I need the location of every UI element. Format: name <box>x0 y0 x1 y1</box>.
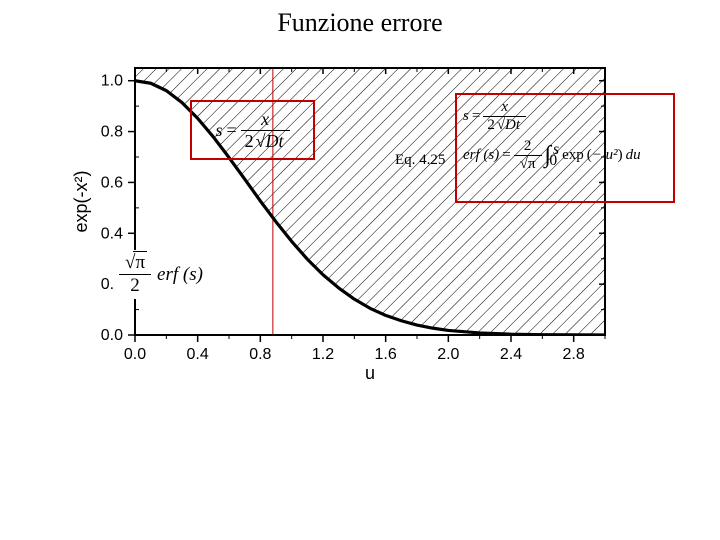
sqrt-icon: Dt <box>254 131 286 152</box>
frac-den-2: 2 <box>119 275 151 297</box>
sqrt-pi-icon: π <box>518 156 538 173</box>
svg-text:exp(-x²): exp(-x²) <box>71 171 91 233</box>
equals-icon-r: = <box>472 108 480 125</box>
eq-label: Eq. 4.25 <box>395 152 445 169</box>
erf-text-2: erf (s) <box>157 264 203 286</box>
exp-text: exp <box>562 147 584 164</box>
fraction-den-r: 2 Dt <box>483 117 526 134</box>
svg-text:2.0: 2.0 <box>437 346 459 363</box>
svg-text:0.0: 0.0 <box>101 327 123 344</box>
equals-icon: = <box>226 120 236 141</box>
radicand-r: Dt <box>503 116 522 133</box>
radicand-pi-2: π <box>133 251 147 273</box>
frac-sqrtpi-2: π 2 <box>119 252 151 297</box>
var-s-r: s <box>463 108 469 125</box>
fraction-numerator: x <box>241 109 290 131</box>
fraction-denominator: 2 Dt <box>241 131 290 152</box>
frac-num-sqrtpi: π <box>119 252 151 275</box>
svg-text:0.4: 0.4 <box>187 346 209 363</box>
exp-arg: (− u²) <box>587 147 623 164</box>
int-lower: 0 <box>549 155 557 167</box>
equation-box-right: s = x 2 Dt erf (s) = 2 π ∫s0 exp(− u²) du <box>455 93 675 203</box>
radicand: Dt <box>264 130 286 151</box>
fraction: x 2 Dt <box>241 109 290 152</box>
svg-text:2.8: 2.8 <box>563 346 585 363</box>
svg-text:2.4: 2.4 <box>500 346 522 363</box>
erf-text: erf (s) <box>463 147 499 164</box>
frac-num-2: 2 <box>514 138 542 156</box>
frac-den-sqrtpi: π <box>514 156 542 173</box>
inner-formula: π 2 erf (s) <box>115 250 235 310</box>
du-text: du <box>626 147 641 164</box>
svg-text:1.0: 1.0 <box>101 73 123 90</box>
svg-text:1.6: 1.6 <box>375 346 397 363</box>
exp-arg-inner: − u² <box>592 147 618 163</box>
svg-text:u: u <box>365 363 375 380</box>
fraction-num-r: x <box>483 99 526 117</box>
var-s: s <box>215 120 222 141</box>
const-two-r: 2 <box>487 117 495 133</box>
fraction-2pi: 2 π <box>514 138 542 173</box>
equals-icon-r2: = <box>502 147 510 164</box>
svg-text:1.2: 1.2 <box>312 346 334 363</box>
const-two: 2 <box>245 131 254 151</box>
page-title: Funzione errore <box>0 8 720 38</box>
fraction-r: x 2 Dt <box>483 99 526 134</box>
svg-text:0.6: 0.6 <box>101 174 123 191</box>
integral-icon: ∫s0 <box>545 146 552 165</box>
equation-box-left: s = x 2 Dt <box>190 100 315 160</box>
svg-text:0.0: 0.0 <box>124 346 146 363</box>
sqrt-icon-r: Dt <box>495 117 522 134</box>
svg-text:0.8: 0.8 <box>101 124 123 141</box>
equation-left-content: s = x 2 Dt <box>192 102 313 158</box>
svg-text:0.4: 0.4 <box>101 225 123 242</box>
equation-right-content: s = x 2 Dt erf (s) = 2 π ∫s0 exp(− u²) du <box>457 95 685 209</box>
sqrt-pi-icon-2: π <box>123 252 147 274</box>
radicand-pi: π <box>526 155 538 172</box>
svg-text:0.8: 0.8 <box>249 346 271 363</box>
